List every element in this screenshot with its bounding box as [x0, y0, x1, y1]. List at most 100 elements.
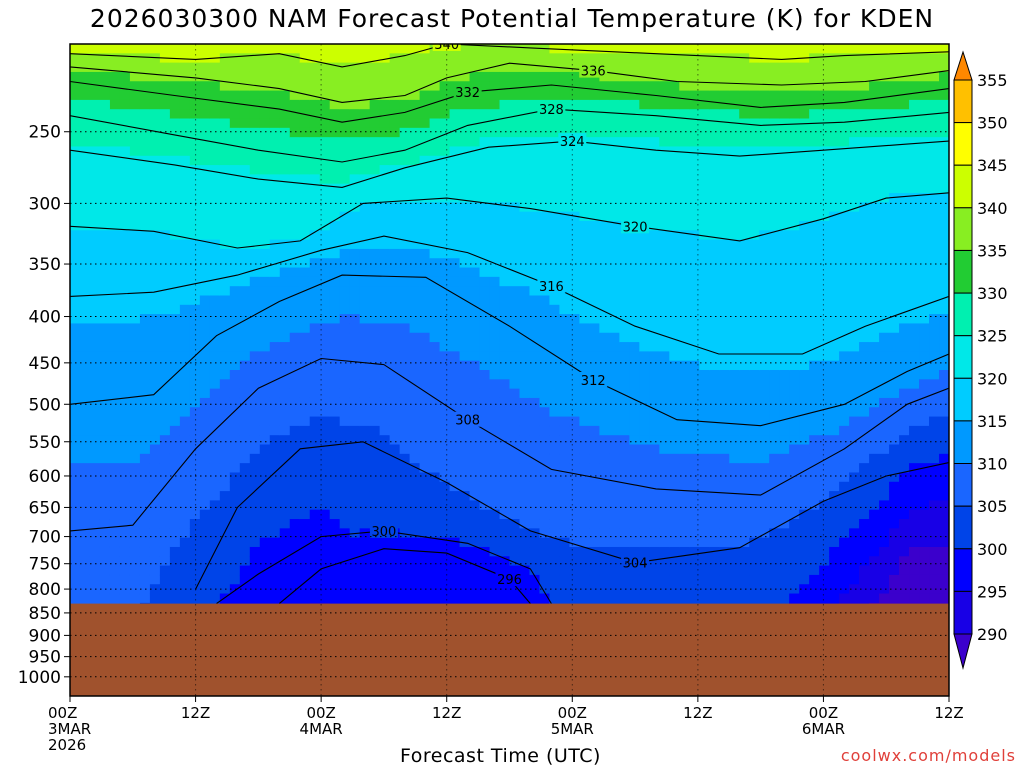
theta-cell — [79, 463, 91, 474]
theta-cell — [299, 146, 311, 157]
theta-cell — [589, 174, 600, 185]
theta-cell — [489, 118, 501, 129]
theta-cell — [649, 556, 660, 567]
theta-cell — [319, 127, 331, 138]
theta-cell — [149, 556, 161, 567]
theta-cell — [649, 379, 660, 390]
theta-cell — [539, 342, 551, 352]
theta-cell — [679, 379, 690, 390]
theta-cell — [549, 425, 561, 436]
theta-cell — [579, 444, 591, 455]
theta-cell — [349, 556, 361, 567]
theta-cell — [739, 500, 750, 511]
theta-cell — [609, 574, 620, 585]
theta-cell — [649, 407, 660, 418]
theta-cell — [689, 258, 700, 269]
theta-cell — [109, 267, 121, 278]
theta-cell — [729, 137, 740, 148]
theta-cell — [759, 537, 770, 548]
theta-cell — [389, 397, 401, 408]
theta-cell — [589, 332, 600, 343]
theta-cell — [649, 146, 660, 157]
theta-cell — [379, 388, 391, 399]
theta-cell — [129, 546, 141, 557]
theta-cell — [769, 248, 780, 259]
theta-cell — [609, 537, 620, 548]
theta-cell — [729, 556, 740, 567]
theta-cell — [409, 165, 421, 175]
theta-cell — [599, 397, 610, 408]
theta-cell — [309, 342, 321, 352]
theta-cell — [579, 565, 591, 576]
theta-cell — [269, 286, 281, 297]
theta-cell — [539, 528, 551, 539]
theta-cell — [499, 360, 511, 371]
theta-cell — [589, 202, 600, 213]
theta-cell — [169, 183, 181, 194]
theta-cell — [169, 425, 181, 436]
theta-cell — [139, 174, 151, 185]
theta-cell — [289, 528, 301, 539]
theta-cell — [109, 53, 121, 64]
theta-cell — [669, 99, 680, 110]
theta-cell — [599, 416, 610, 427]
theta-cell — [129, 62, 141, 73]
theta-cell — [319, 407, 331, 418]
theta-cell — [129, 53, 141, 64]
theta-cell — [499, 463, 511, 474]
theta-cell — [499, 453, 511, 464]
theta-cell — [70, 137, 81, 148]
theta-cell — [649, 574, 660, 585]
theta-cell — [299, 500, 311, 511]
theta-cell — [649, 360, 660, 371]
theta-cell — [319, 304, 331, 315]
theta-cell — [329, 304, 341, 315]
theta-cell — [729, 276, 740, 287]
theta-cell — [209, 397, 221, 408]
theta-cell — [769, 425, 780, 436]
theta-cell — [149, 211, 161, 222]
theta-cell — [319, 444, 331, 455]
theta-cell — [639, 565, 650, 576]
theta-cell — [649, 248, 660, 259]
theta-cell — [409, 71, 421, 82]
theta-cell — [70, 397, 81, 408]
theta-cell — [89, 276, 101, 287]
theta-cell — [359, 584, 371, 595]
theta-cell — [739, 463, 750, 474]
theta-cell — [499, 62, 511, 73]
theta-cell — [669, 491, 680, 501]
theta-cell — [489, 546, 501, 557]
theta-cell — [359, 407, 371, 418]
theta-cell — [70, 314, 81, 325]
theta-cell — [349, 53, 361, 64]
theta-cell — [219, 99, 231, 110]
theta-cell — [339, 99, 351, 110]
theta-cell — [119, 360, 131, 371]
theta-cell — [79, 351, 91, 362]
theta-cell — [599, 193, 610, 203]
theta-cell — [339, 304, 351, 315]
theta-cell — [299, 397, 311, 408]
theta-cell — [659, 44, 670, 54]
theta-cell — [439, 81, 451, 92]
theta-cell — [639, 509, 650, 520]
theta-cell — [79, 62, 91, 73]
theta-cell — [409, 574, 421, 585]
theta-cell — [199, 155, 211, 166]
theta-cell — [279, 183, 291, 194]
theta-cell — [109, 239, 121, 250]
theta-cell — [309, 183, 321, 194]
theta-cell — [309, 500, 321, 511]
theta-cell — [469, 62, 481, 73]
theta-cell — [619, 99, 630, 110]
theta-cell — [619, 425, 630, 436]
theta-cell — [609, 146, 620, 157]
theta-cell — [289, 491, 301, 501]
theta-cell — [379, 239, 391, 250]
theta-cell — [70, 342, 81, 352]
theta-cell — [249, 397, 261, 408]
theta-cell — [519, 314, 531, 325]
theta-cell — [659, 593, 670, 604]
theta-cell — [429, 388, 441, 399]
